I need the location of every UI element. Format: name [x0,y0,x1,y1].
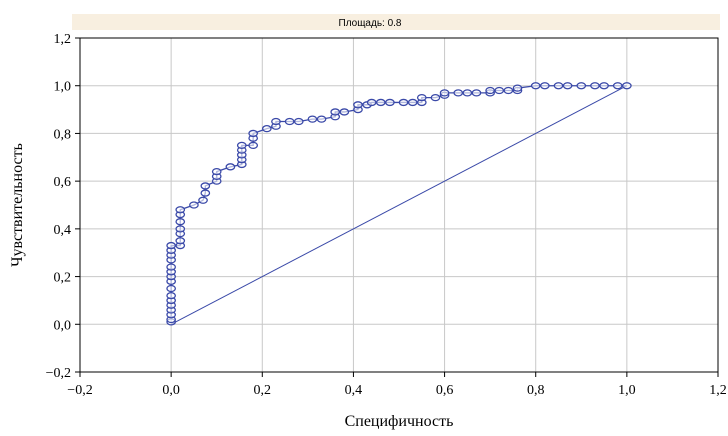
y-tick-label: 1,2 [54,32,72,47]
y-tick-label: 0,4 [54,223,72,238]
roc-point [339,108,350,116]
roc-point [553,82,564,90]
roc-point [453,89,464,97]
roc-point [385,98,395,107]
roc-point [316,115,327,123]
roc-point [375,98,386,107]
plot-frame [79,37,719,373]
roc-point [512,84,523,92]
roc-point [175,237,186,245]
roc-point [590,82,600,90]
roc-point [166,241,176,250]
reference-diagonal-line [170,85,628,325]
roc-point [175,218,186,226]
roc-point [225,163,236,171]
y-tick-label: 0,2 [54,271,72,286]
roc-point [248,129,259,138]
roc-point [430,93,441,102]
roc-point [198,196,208,204]
y-axis-title: Чувствительность [9,143,26,267]
roc-point [485,86,495,95]
roc-point [236,141,247,150]
x-tick-label: 0,0 [162,383,180,398]
roc-point [530,82,541,90]
roc-point [293,117,304,126]
roc-point [471,89,482,97]
roc-point [248,141,259,150]
roc-point [261,125,272,133]
roc-point [175,206,186,214]
y-tick-label: −0,2 [46,366,71,381]
x-tick-label: 0,2 [254,383,272,398]
roc-point [366,98,377,107]
y-tick-label: 0,0 [54,318,72,333]
roc-point [189,201,199,209]
x-tick-label: 1,2 [709,383,727,398]
roc-point [166,284,176,293]
chart-title: Площадь: 0.8 [339,18,402,29]
roc-point [307,115,318,123]
roc-point [166,292,176,300]
x-tick-label: 1,0 [618,383,636,398]
roc-point [562,82,573,90]
roc-point [416,93,427,102]
roc-point [407,98,418,107]
y-tick-label: 0,6 [54,175,72,190]
roc-point [539,82,550,90]
roc-point [271,117,281,126]
x-axis-title: Специфичность [345,413,454,430]
roc-point [166,263,176,271]
roc-point [599,82,609,90]
roc-point [330,108,341,116]
roc-point [175,225,186,233]
x-tick-label: 0,8 [527,383,545,398]
ticks: −0,2 0,0 0,2 0,4 0,6 0,8 1,0 1,2 −0,2 0,0 0,2 0,4 0,… [46,32,727,398]
roc-point [503,86,514,95]
x-tick-label: −0,2 [67,383,92,398]
y-tick-label: 0,8 [54,127,72,142]
roc-point [576,82,587,90]
roc-point [494,86,505,95]
roc-point [284,117,295,126]
series-layer [166,82,632,326]
roc-point [439,89,450,97]
roc-point [462,89,473,97]
roc-point [211,167,222,176]
x-tick-label: 0,6 [436,383,454,398]
roc-point [612,82,623,90]
x-tick-label: 0,4 [345,383,363,398]
y-tick-label: 1,0 [54,80,72,95]
title-banner [72,14,720,30]
roc-point [622,82,632,90]
roc-point [200,182,211,190]
roc-point [200,189,211,197]
roc-point [398,98,409,107]
roc-point [353,101,363,109]
